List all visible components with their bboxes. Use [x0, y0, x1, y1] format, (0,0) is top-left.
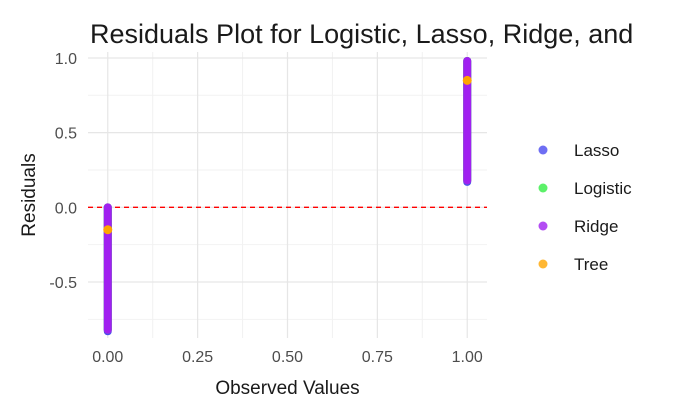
legend-key-logistic: [538, 183, 548, 193]
y-axis-label: Residuals: [19, 153, 40, 236]
legend-key-lasso: [538, 145, 548, 155]
marks-layer: [103, 56, 472, 336]
x-tick-label: 0.50: [272, 349, 303, 366]
series-tree-point: [103, 225, 113, 235]
legend: Lasso Logistic Ridge Tree: [538, 141, 632, 274]
x-tick-label: 1.00: [452, 349, 483, 366]
x-tick-label: 0.00: [92, 349, 123, 366]
legend-label-logistic: Logistic: [574, 179, 632, 198]
chart-title: Residuals Plot for Logistic, Lasso, Ridg…: [90, 19, 633, 49]
legend-label-tree: Tree: [574, 255, 608, 274]
grid-layer: [88, 52, 487, 338]
x-tick-label: 0.75: [362, 349, 393, 366]
legend-key-ridge: [538, 221, 548, 231]
y-tick-label: -0.5: [49, 275, 77, 292]
x-axis-label: Observed Values: [215, 378, 359, 399]
y-tick-label: 0.0: [55, 200, 77, 217]
x-tick-label: 0.25: [182, 349, 213, 366]
y-tick-label: 0.5: [55, 126, 77, 143]
y-tick-label: 1.0: [55, 51, 77, 68]
legend-key-tree: [538, 259, 548, 269]
legend-label-lasso: Lasso: [574, 141, 619, 160]
series-tree-point: [462, 75, 472, 85]
legend-label-ridge: Ridge: [574, 217, 618, 236]
tick-labels-layer: 0.00 0.25 0.50 0.75 1.00 -0.5 0.0 0.5 1.0: [49, 51, 482, 366]
